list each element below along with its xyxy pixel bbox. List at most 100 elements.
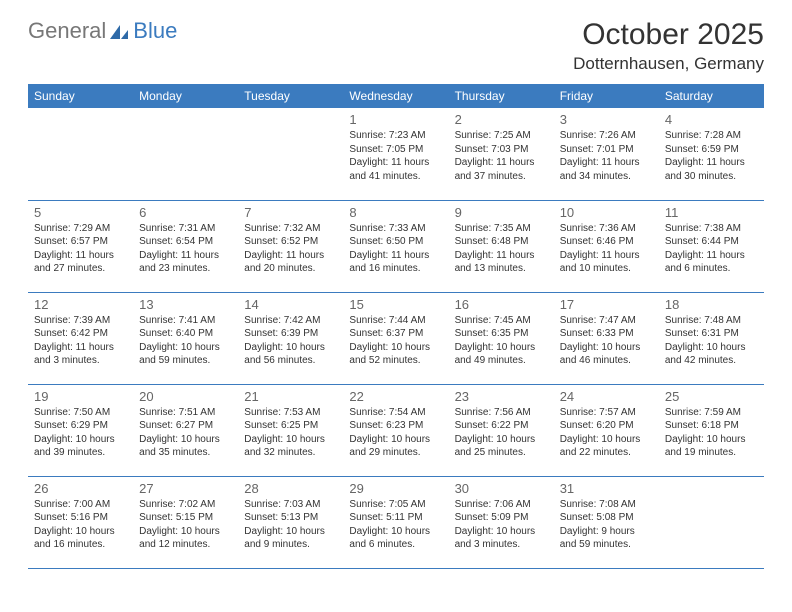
sunrise-text: Sunrise: 7:02 AM (139, 498, 232, 512)
sunset-text: Sunset: 6:33 PM (560, 327, 653, 341)
day-number: 4 (665, 112, 758, 127)
calendar-day-cell: 7 Sunrise: 7:32 AMSunset: 6:52 PMDaylight… (238, 200, 343, 292)
day-details: Sunrise: 7:00 AMSunset: 5:16 PMDaylight:… (34, 498, 127, 552)
sunset-text: Sunset: 6:54 PM (139, 235, 232, 249)
day-number: 28 (244, 481, 337, 496)
calendar-day-cell: 15Sunrise: 7:44 AMSunset: 6:37 PMDayligh… (343, 292, 448, 384)
day-header: Monday (133, 84, 238, 108)
sunrise-text: Sunrise: 7:06 AM (455, 498, 548, 512)
daylight-text: Daylight: 10 hours and 35 minutes. (139, 433, 232, 460)
sunrise-text: Sunrise: 7:45 AM (455, 314, 548, 328)
daylight-text: Daylight: 10 hours and 25 minutes. (455, 433, 548, 460)
daylight-text: Daylight: 11 hours and 6 minutes. (665, 249, 758, 276)
day-number: 3 (560, 112, 653, 127)
day-number: 12 (34, 297, 127, 312)
day-details: Sunrise: 7:41 AMSunset: 6:40 PMDaylight:… (139, 314, 232, 368)
calendar-day-cell (238, 108, 343, 200)
day-number: 9 (455, 205, 548, 220)
day-details: Sunrise: 7:28 AMSunset: 6:59 PMDaylight:… (665, 129, 758, 183)
calendar-day-cell: 25Sunrise: 7:59 AMSunset: 6:18 PMDayligh… (659, 384, 764, 476)
sunset-text: Sunset: 6:50 PM (349, 235, 442, 249)
brand-sail-icon (106, 18, 133, 44)
sunset-text: Sunset: 6:18 PM (665, 419, 758, 433)
calendar-day-cell: 12Sunrise: 7:39 AMSunset: 6:42 PMDayligh… (28, 292, 133, 384)
daylight-text: Daylight: 10 hours and 3 minutes. (455, 525, 548, 552)
day-number: 2 (455, 112, 548, 127)
day-number: 13 (139, 297, 232, 312)
calendar-day-cell: 26Sunrise: 7:00 AMSunset: 5:16 PMDayligh… (28, 476, 133, 568)
daylight-text: Daylight: 11 hours and 3 minutes. (34, 341, 127, 368)
day-number: 7 (244, 205, 337, 220)
sunset-text: Sunset: 6:42 PM (34, 327, 127, 341)
calendar-table: Sunday Monday Tuesday Wednesday Thursday… (28, 84, 764, 569)
title-block: October 2025 Dotternhausen, Germany (573, 18, 764, 74)
sunrise-text: Sunrise: 7:57 AM (560, 406, 653, 420)
sunrise-text: Sunrise: 7:53 AM (244, 406, 337, 420)
daylight-text: Daylight: 10 hours and 42 minutes. (665, 341, 758, 368)
calendar-day-cell: 13 Sunrise: 7:41 AMSunset: 6:40 PMDayligh… (133, 292, 238, 384)
day-details: Sunrise: 7:57 AMSunset: 6:20 PMDaylight:… (560, 406, 653, 460)
day-details: Sunrise: 7:26 AMSunset: 7:01 PMDaylight:… (560, 129, 653, 183)
sunset-text: Sunset: 5:16 PM (34, 511, 127, 525)
day-number: 23 (455, 389, 548, 404)
day-header: Sunday (28, 84, 133, 108)
calendar-week-row: 5Sunrise: 7:29 AMSunset: 6:57 PMDaylight… (28, 200, 764, 292)
day-details: Sunrise: 7:35 AMSunset: 6:48 PMDaylight:… (455, 222, 548, 276)
sunset-text: Sunset: 6:44 PM (665, 235, 758, 249)
day-number: 27 (139, 481, 232, 496)
day-details: Sunrise: 7:42 AMSunset: 6:39 PMDaylight:… (244, 314, 337, 368)
daylight-text: Daylight: 10 hours and 19 minutes. (665, 433, 758, 460)
day-details: Sunrise: 7:48 AMSunset: 6:31 PMDaylight:… (665, 314, 758, 368)
sunset-text: Sunset: 6:46 PM (560, 235, 653, 249)
day-number: 29 (349, 481, 442, 496)
day-number: 31 (560, 481, 653, 496)
day-header: Wednesday (343, 84, 448, 108)
day-details: Sunrise: 7:25 AMSunset: 7:03 PMDaylight:… (455, 129, 548, 183)
sunrise-text: Sunrise: 7:41 AM (139, 314, 232, 328)
daylight-text: Daylight: 10 hours and 12 minutes. (139, 525, 232, 552)
daylight-text: Daylight: 11 hours and 23 minutes. (139, 249, 232, 276)
daylight-text: Daylight: 10 hours and 49 minutes. (455, 341, 548, 368)
sunrise-text: Sunrise: 7:08 AM (560, 498, 653, 512)
day-details: Sunrise: 7:47 AMSunset: 6:33 PMDaylight:… (560, 314, 653, 368)
day-header-row: Sunday Monday Tuesday Wednesday Thursday… (28, 84, 764, 108)
sunrise-text: Sunrise: 7:48 AM (665, 314, 758, 328)
daylight-text: Daylight: 11 hours and 27 minutes. (34, 249, 127, 276)
sunset-text: Sunset: 6:29 PM (34, 419, 127, 433)
day-header: Tuesday (238, 84, 343, 108)
sunrise-text: Sunrise: 7:29 AM (34, 222, 127, 236)
sunrise-text: Sunrise: 7:25 AM (455, 129, 548, 143)
day-details: Sunrise: 7:33 AMSunset: 6:50 PMDaylight:… (349, 222, 442, 276)
sunrise-text: Sunrise: 7:03 AM (244, 498, 337, 512)
sunset-text: Sunset: 7:01 PM (560, 143, 653, 157)
day-number: 1 (349, 112, 442, 127)
daylight-text: Daylight: 11 hours and 10 minutes. (560, 249, 653, 276)
daylight-text: Daylight: 10 hours and 56 minutes. (244, 341, 337, 368)
day-details: Sunrise: 7:44 AMSunset: 6:37 PMDaylight:… (349, 314, 442, 368)
day-details: Sunrise: 7:38 AMSunset: 6:44 PMDaylight:… (665, 222, 758, 276)
day-details: Sunrise: 7:45 AMSunset: 6:35 PMDaylight:… (455, 314, 548, 368)
brand-word-1: General (28, 18, 106, 44)
calendar-day-cell (133, 108, 238, 200)
sunrise-text: Sunrise: 7:38 AM (665, 222, 758, 236)
daylight-text: Daylight: 11 hours and 37 minutes. (455, 156, 548, 183)
daylight-text: Daylight: 10 hours and 22 minutes. (560, 433, 653, 460)
day-details: Sunrise: 7:02 AMSunset: 5:15 PMDaylight:… (139, 498, 232, 552)
calendar-day-cell: 11Sunrise: 7:38 AMSunset: 6:44 PMDayligh… (659, 200, 764, 292)
sunrise-text: Sunrise: 7:51 AM (139, 406, 232, 420)
sunrise-text: Sunrise: 7:54 AM (349, 406, 442, 420)
daylight-text: Daylight: 10 hours and 39 minutes. (34, 433, 127, 460)
calendar-day-cell: 4 Sunrise: 7:28 AMSunset: 6:59 PMDaylight… (659, 108, 764, 200)
sunset-text: Sunset: 6:31 PM (665, 327, 758, 341)
day-details: Sunrise: 7:54 AMSunset: 6:23 PMDaylight:… (349, 406, 442, 460)
calendar-day-cell (659, 476, 764, 568)
day-details: Sunrise: 7:32 AMSunset: 6:52 PMDaylight:… (244, 222, 337, 276)
sunset-text: Sunset: 6:23 PM (349, 419, 442, 433)
sunrise-text: Sunrise: 7:23 AM (349, 129, 442, 143)
calendar-day-cell: 20Sunrise: 7:51 AMSunset: 6:27 PMDayligh… (133, 384, 238, 476)
sunrise-text: Sunrise: 7:05 AM (349, 498, 442, 512)
sunset-text: Sunset: 6:20 PM (560, 419, 653, 433)
calendar-day-cell: 24Sunrise: 7:57 AMSunset: 6:20 PMDayligh… (554, 384, 659, 476)
calendar-body: 1 Sunrise: 7:23 AMSunset: 7:05 PMDaylight… (28, 108, 764, 568)
day-details: Sunrise: 7:23 AMSunset: 7:05 PMDaylight:… (349, 129, 442, 183)
